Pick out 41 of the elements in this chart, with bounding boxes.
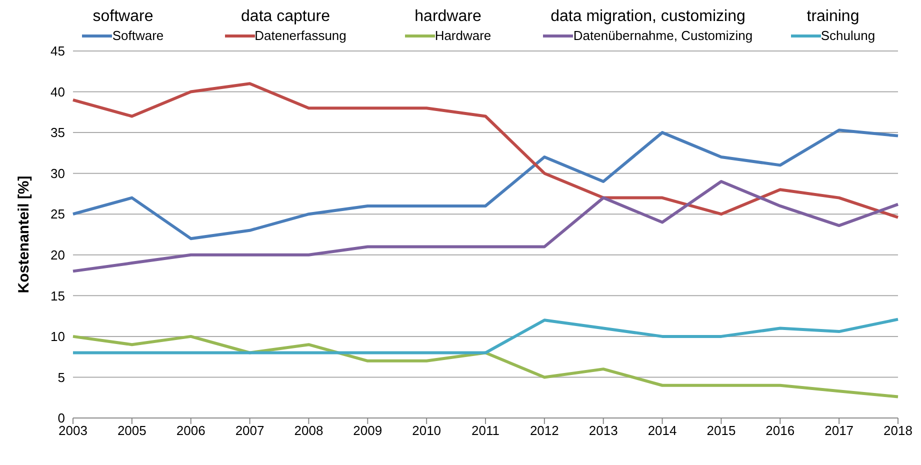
x-tick-label: 2010 xyxy=(412,423,442,438)
y-tick-label: 20 xyxy=(50,248,65,263)
text: hardware xyxy=(414,8,482,27)
y-tick-label: 10 xyxy=(50,329,65,344)
x-tick-label: 2003 xyxy=(58,423,88,438)
x-tick-label: 2011 xyxy=(472,423,500,438)
y-tick-label: 15 xyxy=(50,288,65,304)
x-tick-label: 2014 xyxy=(648,423,677,438)
x-tick-label: 2009 xyxy=(353,423,382,438)
x-tick-label: 2016 xyxy=(766,423,795,438)
y-tick-label: 35 xyxy=(50,125,65,140)
line-series xyxy=(72,334,900,398)
line-series xyxy=(72,128,900,240)
legend-label: Schulung xyxy=(820,28,876,43)
y-tick-label: 45 xyxy=(50,44,65,59)
y-tick-label: 30 xyxy=(50,166,65,181)
y-tick-label: 5 xyxy=(58,370,65,385)
legend-label: Hardware xyxy=(434,28,492,43)
legend-label: Datenübernahme, Customizing xyxy=(573,28,753,43)
x-tick-label: 2015 xyxy=(706,423,736,438)
y-tick-label: 25 xyxy=(50,206,65,222)
y-axis-title: Kostenanteil [%] xyxy=(15,176,32,294)
x-tick-label: 2012 xyxy=(530,423,559,438)
text: software xyxy=(92,8,154,27)
text: training xyxy=(806,8,860,27)
line-series xyxy=(72,180,900,273)
legend-label: Datenerfassung xyxy=(254,28,346,43)
x-tick-label: 2006 xyxy=(176,423,206,438)
line-series xyxy=(72,82,900,219)
text: data capture xyxy=(241,8,330,27)
x-tick-label: 2018 xyxy=(884,423,912,438)
text: data migration, customizing xyxy=(550,8,746,27)
x-tick-label: 2005 xyxy=(117,423,146,438)
x-tick-label: 2008 xyxy=(294,423,324,438)
y-tick-label: 40 xyxy=(50,84,65,100)
y-tick-label: 0 xyxy=(58,410,65,426)
x-tick-label: 2013 xyxy=(588,423,618,438)
x-tick-label: 2017 xyxy=(824,423,854,438)
line-series xyxy=(72,318,900,354)
x-tick-label: 2007 xyxy=(235,423,264,438)
legend-label: Software xyxy=(112,28,164,43)
